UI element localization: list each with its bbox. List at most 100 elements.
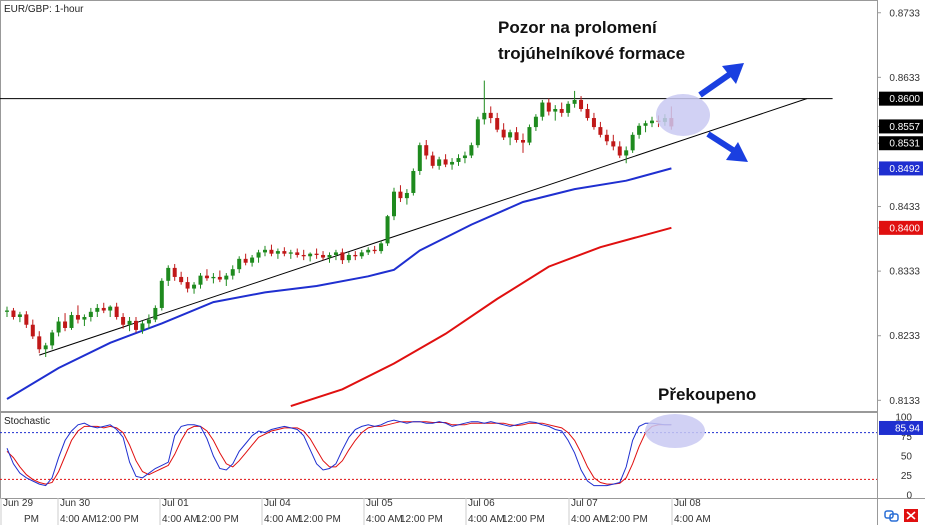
price-badge [879,220,923,235]
candle-body [514,132,519,140]
moving-average-blue [6,167,672,400]
candle-body [359,252,364,257]
candle-body [379,243,384,252]
candle-body [533,116,538,128]
candle-body [82,316,87,320]
date-label: Jul 04 [264,498,291,509]
price-badge [879,91,923,106]
candle-body [482,112,487,120]
price-badge-label: 0.8492 [889,164,920,175]
candle-body [437,159,442,166]
candle-body [179,276,184,283]
candle-body [353,254,358,257]
stochastic-tick-label: 25 [901,471,913,482]
candle-body [95,307,100,312]
candle-body [456,158,461,162]
candle-body [469,145,474,156]
candle-body [275,251,280,254]
price-badge-label: 0.8557 [889,122,920,133]
expand-icon[interactable] [904,509,918,522]
time-label: 4:00 AM [674,514,711,525]
candle-body [108,306,113,311]
price-badge [879,136,923,151]
candle-body [204,275,209,279]
candle-body [24,314,29,325]
candle-body [282,251,287,254]
stochastic-tick-label: 0 [906,491,912,502]
candle-body [411,171,416,193]
candle-body [650,120,654,124]
footer-icons [884,509,918,522]
candle-body [546,102,551,112]
time-label: 4:00 AM [571,514,608,525]
candle-body [321,254,326,258]
candle-body [69,315,74,328]
candle-body [366,249,371,253]
highlight-ellipse-stochastic [645,414,705,448]
candle-body [488,112,493,119]
candle-body [121,316,126,325]
candle-body [327,254,332,258]
candle-body [153,307,158,320]
time-label: 12:00 PM [96,514,139,525]
candle-body [127,320,132,325]
candle-body [295,252,300,255]
candle-body [43,345,48,350]
candle-body [5,310,9,312]
trendline [39,98,807,356]
time-label: 4:00 AM [264,514,301,525]
candle-body [250,257,255,263]
candle-body [63,321,68,328]
candle-body [30,324,35,337]
candle-body [75,315,80,320]
candle-body [443,159,448,165]
stochastic-k-line [6,419,672,487]
candle-body [398,191,403,199]
candle-body [392,191,396,217]
time-axis: Jun 29 Jun 30 Jul 01 Jul 04 Jul 05 Jul 06 Jul … [0,498,711,525]
candle-body [166,267,171,281]
candle-body [224,275,229,280]
candle-body [462,155,467,159]
date-label: Jul 08 [674,498,701,509]
candle-body [540,102,545,117]
stochastic-tick-label: 75 [901,432,913,443]
annotation-line-1: Pozor na prolomení [498,18,658,37]
time-label: 12:00 PM [196,514,239,525]
candle-body [237,258,242,270]
candle-body [430,155,435,166]
candle-body [301,254,306,257]
candle-body [527,127,532,143]
candle-body [572,99,577,104]
time-label: 4:00 AM [366,514,403,525]
price-badge [879,119,923,134]
candle-body [417,145,422,172]
highlight-ellipse-price [656,94,710,136]
stochastic-d-line [6,421,672,485]
time-label: 4:00 AM [162,514,199,525]
candle-body [630,134,635,151]
price-badge-label: 0.8400 [889,223,920,234]
candle-body [333,252,338,255]
candle-body [617,146,622,156]
candle-body [475,119,480,146]
candle-body [50,332,55,346]
time-label: 4:00 AM [468,514,505,525]
price-tick-label: 0.8733 [889,8,920,19]
candle-body [146,319,151,324]
stochastic-axis: 10080755025085.94 [879,413,923,502]
candle-body [591,118,596,128]
candle-body [501,129,506,138]
stochastic-lines [0,419,877,487]
time-label: 12:00 PM [605,514,648,525]
candle-body [159,280,164,308]
candle-body [611,141,616,147]
date-label: Jul 01 [162,498,189,509]
candle-body [37,336,42,350]
candle-body [579,99,584,109]
candle-body [643,123,648,126]
stochastic-value-badge [879,420,923,435]
link-icon[interactable] [884,510,899,522]
